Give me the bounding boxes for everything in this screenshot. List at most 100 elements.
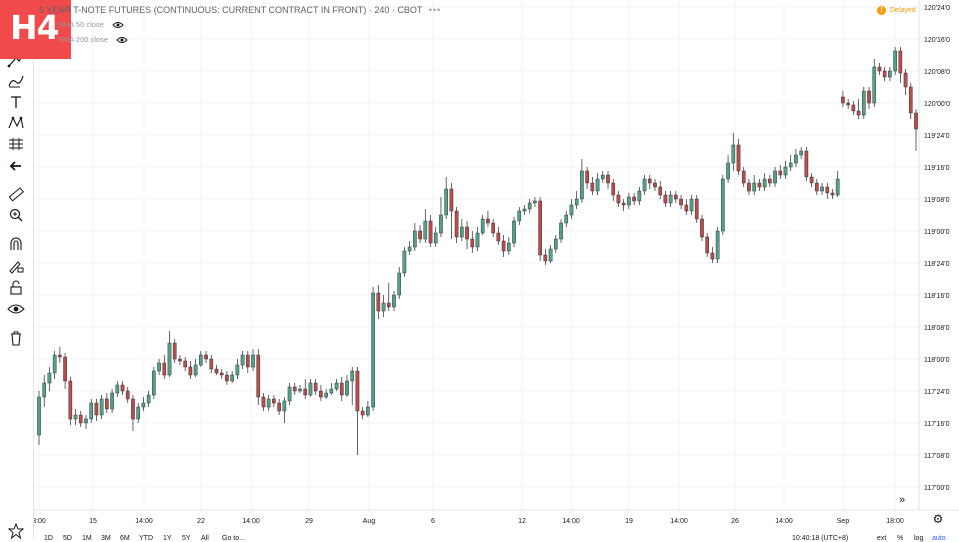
- candle: [423, 209, 428, 243]
- delayed-label: Delayed: [890, 7, 916, 14]
- candle-body: [825, 186, 830, 194]
- candle-body: [303, 388, 308, 396]
- magnet-icon[interactable]: [6, 235, 26, 253]
- text-tool-icon[interactable]: [6, 93, 26, 111]
- candle-body: [460, 226, 464, 238]
- eye-icon[interactable]: [116, 36, 128, 44]
- candle-body: [736, 144, 741, 172]
- more-options-icon[interactable]: •••: [428, 5, 442, 15]
- candle-body: [882, 70, 887, 78]
- candle: [89, 399, 94, 423]
- candle-body: [157, 362, 161, 372]
- candle-body: [141, 402, 146, 408]
- candle: [637, 187, 642, 205]
- candle: [99, 395, 104, 419]
- candle: [553, 235, 558, 253]
- candle-body: [559, 222, 563, 240]
- candle: [590, 177, 595, 195]
- candle: [663, 191, 668, 207]
- candle-body: [47, 372, 52, 384]
- indicator-label: SMA 200 close: [58, 35, 109, 44]
- candle-body: [851, 104, 856, 112]
- candle-body: [621, 202, 626, 206]
- candle-body: [721, 178, 725, 232]
- indicator-sma-50[interactable]: SMA 50 close: [58, 20, 124, 29]
- candle-body: [564, 214, 569, 224]
- candle-body: [172, 342, 177, 360]
- lock-icon[interactable]: [6, 279, 26, 297]
- candle-body: [89, 402, 94, 420]
- ruler-icon[interactable]: [6, 185, 26, 203]
- candle: [517, 207, 522, 225]
- candle-body: [653, 182, 657, 188]
- indicator-sma-200[interactable]: SMA 200 close: [58, 35, 128, 44]
- candle-body: [63, 356, 67, 382]
- candle-body: [449, 188, 454, 212]
- candle: [480, 215, 485, 235]
- candle: [334, 379, 339, 391]
- eye-icon[interactable]: [6, 300, 26, 318]
- candle-body: [319, 390, 323, 398]
- candle: [694, 195, 699, 223]
- delayed-status[interactable]: ! Delayed: [877, 6, 916, 15]
- candle: [225, 371, 229, 385]
- pattern-icon[interactable]: [6, 114, 26, 132]
- candle-body: [627, 196, 631, 206]
- candle-body: [418, 230, 422, 240]
- brush-icon[interactable]: [6, 72, 26, 90]
- scroll-to-realtime-button[interactable]: »: [898, 494, 906, 506]
- candle-body: [606, 174, 610, 184]
- candle: [439, 197, 443, 237]
- candle: [157, 359, 161, 375]
- star-icon[interactable]: [6, 522, 26, 540]
- chart-canvas[interactable]: 120'24'0 120'16'0 120'08'0 120'00'0 119'24'0…: [34, 0, 959, 530]
- candle: [600, 171, 605, 183]
- candle-body: [183, 360, 187, 368]
- candle: [308, 379, 313, 397]
- eye-icon[interactable]: [112, 21, 124, 29]
- candle-body: [877, 66, 882, 72]
- candle: [240, 351, 245, 369]
- candle-body: [433, 232, 438, 244]
- candle-body: [193, 364, 198, 376]
- candle-body: [282, 400, 287, 412]
- candle-body: [914, 112, 918, 130]
- price-tick-label: 118'16'0: [924, 293, 950, 300]
- candle-body: [715, 230, 720, 260]
- candle: [861, 87, 866, 119]
- lock-drawing-icon[interactable]: [6, 257, 26, 275]
- candle-body: [397, 272, 402, 296]
- candle: [78, 411, 83, 427]
- candle: [115, 381, 120, 397]
- back-arrow-icon[interactable]: [6, 157, 26, 175]
- candle: [282, 397, 287, 423]
- candle: [778, 165, 783, 179]
- candle-body: [522, 208, 527, 212]
- candle-body: [611, 182, 616, 196]
- candle: [214, 365, 219, 375]
- candle: [835, 171, 840, 197]
- candle-body: [42, 382, 47, 398]
- candle-body: [225, 374, 229, 382]
- price-tick-label: 119'24'0: [924, 133, 950, 140]
- candle: [167, 331, 172, 377]
- candle: [37, 391, 41, 445]
- left-toolbar: [0, 0, 34, 540]
- candle: [94, 399, 99, 421]
- time-tick-label: 14:00: [242, 518, 260, 525]
- candle-body: [794, 154, 798, 164]
- candle-body: [470, 238, 475, 248]
- zoom-icon[interactable]: [6, 206, 26, 224]
- trash-icon[interactable]: [6, 329, 26, 347]
- gear-icon[interactable]: ⚙: [932, 512, 944, 526]
- price-tick-label: 120'08'0: [924, 69, 950, 76]
- prediction-icon[interactable]: [6, 135, 26, 153]
- time-tick-label: Sep: [837, 518, 850, 525]
- candle: [444, 177, 448, 219]
- candle: [47, 367, 52, 391]
- symbol-header[interactable]: 5 YEAR T-NOTE FUTURES (CONTINUOUS: CURRE…: [39, 5, 441, 15]
- candle: [42, 375, 47, 407]
- candle: [856, 99, 861, 119]
- candle: [345, 375, 349, 397]
- candle-body: [647, 178, 652, 184]
